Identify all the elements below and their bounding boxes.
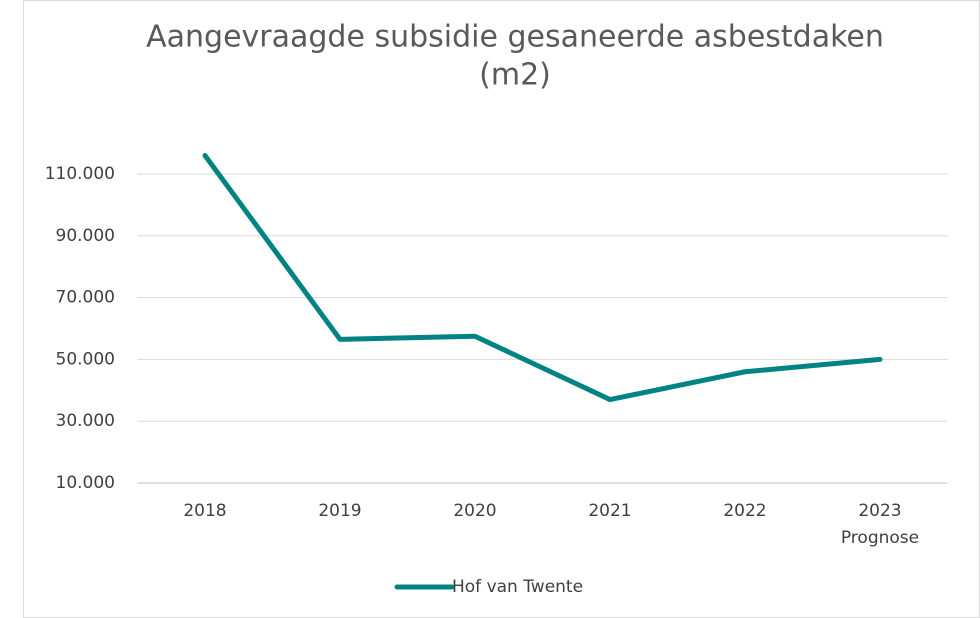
y-tick-label: 110.000 [45, 164, 115, 184]
x-tick-note: Prognose [841, 528, 919, 548]
x-tick-label: 2023 [858, 501, 901, 521]
y-tick-label: 10.000 [56, 473, 115, 493]
data-line [202, 152, 883, 403]
x-tick-label: 2021 [588, 501, 631, 521]
x-tick-label: 2022 [723, 501, 766, 521]
chart-title: Aangevraagde subsidie gesaneerde asbestd… [146, 20, 884, 55]
chart-title: (m2) [479, 58, 551, 93]
x-tick-label: 2018 [183, 501, 226, 521]
x-tick-label: 2020 [453, 501, 496, 521]
x-tick-label: 2019 [318, 501, 361, 521]
legend-label: Hof van Twente [452, 577, 583, 597]
y-tick-label: 30.000 [56, 411, 115, 431]
y-tick-label: 70.000 [56, 288, 115, 308]
chart-frame [23, 0, 980, 618]
y-tick-label: 90.000 [56, 226, 115, 246]
y-tick-label: 50.000 [56, 349, 115, 369]
